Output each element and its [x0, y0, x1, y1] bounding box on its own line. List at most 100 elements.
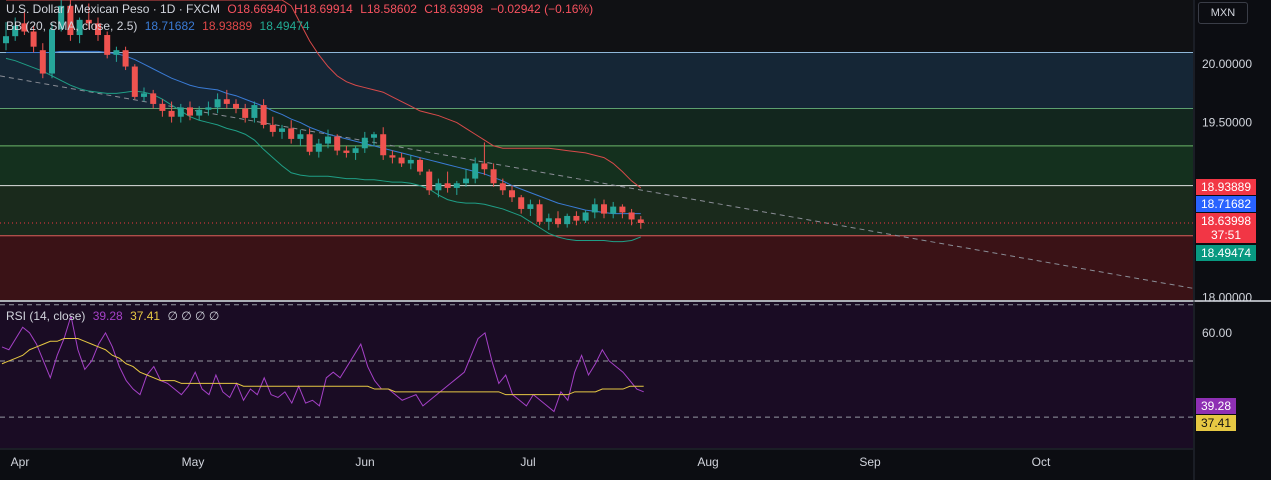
rsi-series-line — [1, 338, 644, 396]
candle-body[interactable] — [518, 197, 525, 209]
candle-body[interactable] — [610, 206, 617, 214]
price-badge-label: 37:51 — [1211, 228, 1241, 242]
candle-body[interactable] — [260, 105, 267, 125]
candle-body[interactable] — [380, 134, 387, 156]
candle-body[interactable] — [555, 218, 561, 225]
candle-body[interactable] — [242, 108, 249, 118]
rsi-label[interactable]: RSI (14, close) — [6, 309, 86, 323]
candle-body[interactable] — [352, 148, 359, 153]
candle-body[interactable] — [371, 134, 377, 138]
rsi-ma-value: 37.41 — [130, 309, 161, 323]
candle-body[interactable] — [205, 107, 212, 110]
open-value: O18.66940 — [227, 2, 287, 16]
candle-body[interactable] — [223, 99, 230, 104]
candle-body[interactable] — [564, 215, 571, 225]
candle-body[interactable] — [435, 183, 442, 191]
candle-body[interactable] — [536, 204, 543, 222]
close-value: C18.63998 — [424, 2, 483, 16]
candle-body[interactable] — [637, 219, 644, 223]
candle-body[interactable] — [453, 183, 460, 188]
candle-body[interactable] — [21, 23, 28, 32]
price-zone — [0, 145, 1193, 186]
candle-body[interactable] — [141, 93, 147, 97]
candle-body[interactable] — [76, 19, 83, 36]
candle-body[interactable] — [472, 163, 479, 179]
bb-middle-value: 18.71682 — [144, 19, 195, 33]
bb-lower-line — [5, 57, 641, 243]
candle-body[interactable] — [545, 218, 552, 222]
price-badge — [1196, 196, 1256, 212]
bb-upper-value: 18.93889 — [202, 19, 253, 33]
candle-body[interactable] — [288, 128, 295, 139]
price-zone — [0, 52, 1193, 109]
candle-body[interactable] — [233, 103, 239, 109]
candle-body[interactable] — [361, 137, 368, 149]
candle-body[interactable] — [509, 190, 515, 198]
candle-body[interactable] — [122, 50, 129, 67]
candle-body[interactable] — [104, 35, 111, 55]
bb-middle-line — [6, 50, 641, 215]
candle-body[interactable] — [426, 171, 433, 191]
rsi-badge-label: 37.41 — [1201, 416, 1231, 430]
candle-body[interactable] — [490, 169, 497, 184]
rsi-axis-tick: 60.00 — [1202, 326, 1232, 340]
price-badge — [1196, 213, 1256, 229]
price-badge-label: 18.71682 — [1201, 197, 1251, 211]
candle-body[interactable] — [168, 110, 175, 117]
candle-body[interactable] — [95, 23, 101, 36]
candle-body[interactable] — [628, 212, 635, 220]
price-badge-label: 18.93889 — [1201, 180, 1251, 194]
candle-body[interactable] — [159, 103, 166, 111]
rsi-series-line — [1, 315, 644, 413]
candle-body[interactable] — [527, 204, 534, 209]
candle-body[interactable] — [150, 93, 157, 104]
candle-body[interactable] — [279, 128, 285, 132]
bb-label[interactable]: BB (20, SMA, close, 2.5) — [6, 19, 138, 33]
candle-body[interactable] — [417, 159, 423, 172]
candle-body[interactable] — [407, 159, 414, 164]
candle-body[interactable] — [582, 212, 589, 221]
candle-body[interactable] — [85, 19, 92, 24]
price-axis-tick: 18.00000 — [1202, 291, 1252, 305]
candle-body[interactable] — [67, 5, 74, 36]
candle-body[interactable] — [601, 204, 607, 214]
candle-body[interactable] — [306, 134, 313, 152]
candle-body[interactable] — [214, 99, 221, 108]
candle-body[interactable] — [573, 215, 580, 221]
candle-body[interactable] — [187, 107, 193, 116]
candle-body[interactable] — [334, 136, 341, 151]
candle-body[interactable] — [591, 204, 598, 213]
candle-body[interactable] — [619, 206, 626, 213]
candle-body[interactable] — [325, 136, 331, 144]
candle-body[interactable] — [58, 5, 65, 30]
candle-body[interactable] — [196, 109, 203, 116]
candle-body[interactable] — [39, 50, 46, 74]
candle-body[interactable] — [49, 29, 55, 74]
candle-body[interactable] — [12, 25, 19, 37]
candle-body[interactable] — [251, 105, 258, 118]
currency-selector[interactable]: MXN — [1198, 2, 1248, 24]
symbol-title[interactable]: U.S. Dollar / Mexican Peso · 1D · FXCM — [6, 2, 221, 16]
candle-body[interactable] — [389, 155, 396, 158]
candle-body[interactable] — [30, 31, 37, 47]
candle-body[interactable] — [481, 163, 488, 170]
candle-body[interactable] — [297, 134, 304, 139]
bb-upper-line — [6, 0, 642, 189]
candle-body[interactable] — [177, 107, 184, 117]
time-axis-label: Oct — [1032, 455, 1051, 469]
candle-body[interactable] — [398, 157, 405, 164]
candle-body[interactable] — [343, 150, 350, 153]
candle-body[interactable] — [444, 183, 451, 188]
candle-body[interactable] — [499, 183, 506, 191]
candle-body[interactable] — [131, 66, 138, 97]
candle-body[interactable] — [269, 124, 276, 132]
price-badge — [1196, 245, 1256, 261]
candle-body[interactable] — [463, 178, 469, 184]
bb-legend: BB (20, SMA, close, 2.5) 18.71682 18.938… — [6, 19, 314, 33]
candle-body[interactable] — [315, 143, 322, 152]
candle-body[interactable] — [113, 50, 120, 55]
change-value: −0.02942 (−0.16%) — [490, 2, 594, 16]
time-axis-label: Aug — [697, 455, 718, 469]
candle-body[interactable] — [3, 36, 9, 44]
